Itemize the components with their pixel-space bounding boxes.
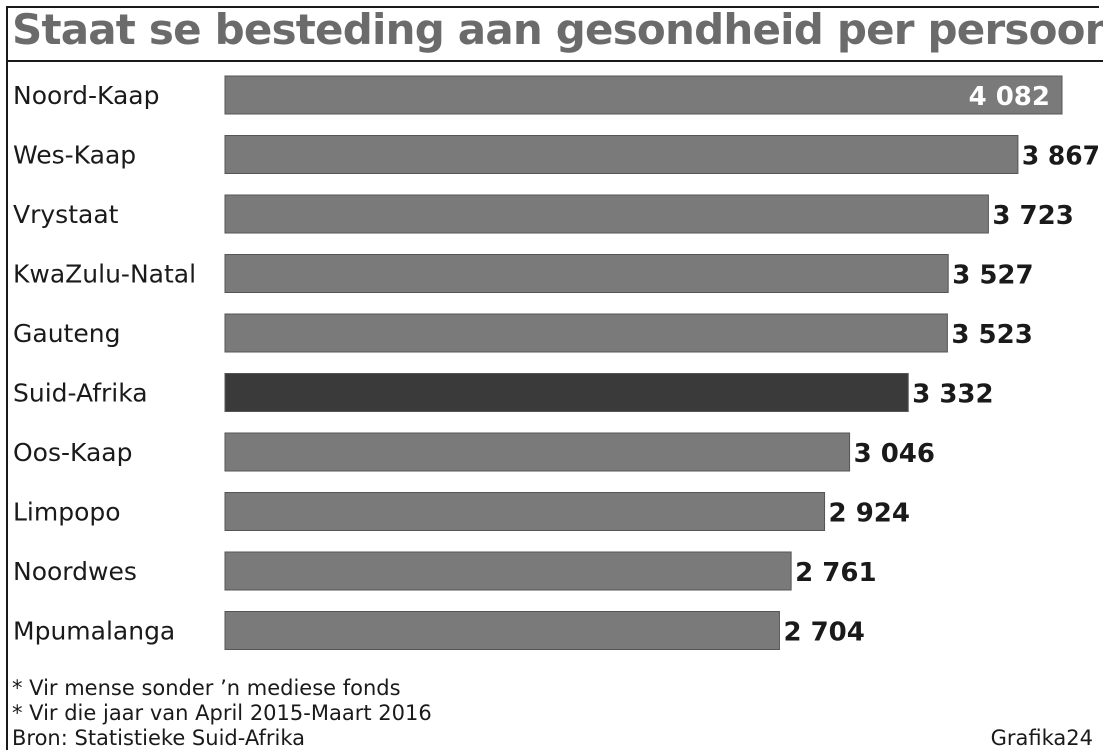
footnote-1: * Vir mense sonder ’n mediese fonds [12,676,401,700]
chart-title: Staat se besteding aan gesondheid per pe… [12,5,1103,54]
bar [224,75,1063,115]
bar [224,492,826,531]
value-label: 2 924 [829,499,910,529]
category-label: Limpopo [13,498,121,527]
value-label: 3 046 [854,439,935,469]
category-label: Suid-Afrika [13,379,148,408]
value-label: 2 704 [783,618,864,648]
category-label: Vrystaat [13,200,119,229]
source-note: Bron: Statistieke Suid-Afrika [12,726,305,750]
value-label: 4 082 [969,82,1050,112]
category-label: Wes-Kaap [13,141,136,170]
title-divider [6,60,1103,62]
chart-frame [6,6,1099,750]
category-label: Mpumalanga [13,617,175,646]
bar [224,551,792,591]
value-label: 2 761 [795,558,876,588]
value-label: 3 527 [952,261,1033,291]
category-label: KwaZulu-Natal [13,260,196,289]
category-label: Oos-Kaap [13,438,132,467]
credit: Grafika24 [990,726,1093,750]
footnote-2: * Vir die jaar van April 2015-Maart 2016 [12,701,432,725]
bar [224,373,909,412]
value-label: 3 332 [912,380,993,410]
value-label: 3 723 [992,201,1073,231]
category-label: Gauteng [13,319,120,348]
bar [224,432,851,472]
bar [224,254,949,293]
category-label: Noordwes [13,557,137,586]
category-label: Noord-Kaap [13,81,159,110]
value-label: 3 523 [951,320,1032,350]
value-label: 3 867 [1022,142,1100,172]
bar [224,313,948,353]
bar [224,194,989,234]
bar [224,135,1019,174]
bar [224,611,780,650]
